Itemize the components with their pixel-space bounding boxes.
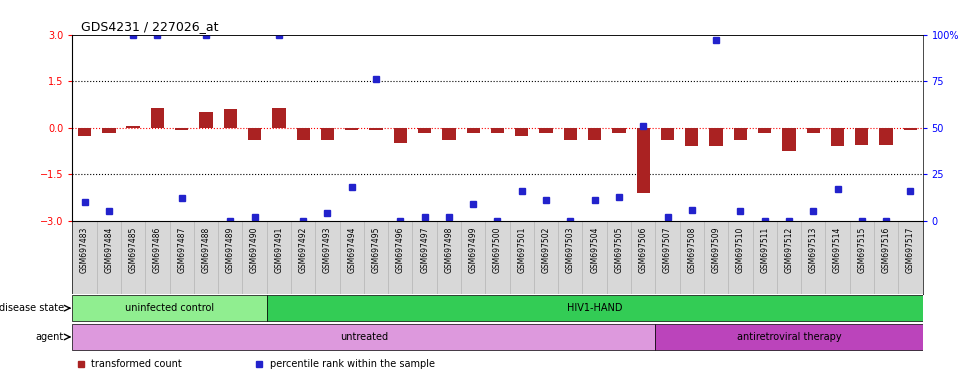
Text: GSM697490: GSM697490	[250, 227, 259, 273]
Bar	[394, 128, 407, 143]
Text: GSM697500: GSM697500	[493, 227, 502, 273]
Bar	[734, 128, 747, 140]
Text: GSM697512: GSM697512	[784, 227, 793, 273]
Text: GSM697487: GSM697487	[177, 227, 186, 273]
Text: GSM697493: GSM697493	[323, 227, 332, 273]
Text: GSM697503: GSM697503	[566, 227, 575, 273]
Text: GSM697509: GSM697509	[712, 227, 721, 273]
Text: GSM697514: GSM697514	[833, 227, 842, 273]
Bar	[297, 128, 310, 140]
Bar	[515, 128, 528, 136]
Text: GSM697504: GSM697504	[590, 227, 599, 273]
Bar	[879, 128, 893, 145]
Text: GSM697507: GSM697507	[663, 227, 672, 273]
Text: GSM697502: GSM697502	[542, 227, 551, 273]
Bar	[807, 128, 820, 133]
Bar	[272, 108, 286, 128]
Text: GSM697515: GSM697515	[857, 227, 867, 273]
Bar	[345, 128, 358, 130]
Bar	[72, 324, 655, 350]
Bar	[758, 128, 771, 133]
Text: GSM697497: GSM697497	[420, 227, 429, 273]
Text: GSM697483: GSM697483	[80, 227, 89, 273]
Text: GSM697510: GSM697510	[736, 227, 745, 273]
Bar	[855, 128, 868, 145]
Text: uninfected control: uninfected control	[125, 303, 214, 313]
Bar	[539, 128, 553, 133]
Text: GSM697484: GSM697484	[104, 227, 113, 273]
Text: antiretroviral therapy: antiretroviral therapy	[737, 332, 841, 342]
Text: GSM697501: GSM697501	[517, 227, 526, 273]
Bar	[102, 128, 116, 133]
Text: GSM697517: GSM697517	[906, 227, 915, 273]
Bar	[564, 128, 577, 140]
Text: percentile rank within the sample: percentile rank within the sample	[270, 359, 435, 369]
Bar	[224, 109, 237, 128]
Bar	[248, 128, 261, 140]
Text: agent: agent	[36, 332, 64, 342]
Bar	[588, 128, 601, 140]
Bar	[199, 112, 213, 128]
Bar	[655, 324, 923, 350]
Text: GSM697508: GSM697508	[687, 227, 696, 273]
Bar	[78, 128, 91, 136]
Text: GSM697491: GSM697491	[274, 227, 283, 273]
Text: GSM697499: GSM697499	[469, 227, 478, 273]
Text: GDS4231 / 227026_at: GDS4231 / 227026_at	[81, 20, 218, 33]
Text: GSM697496: GSM697496	[396, 227, 405, 273]
Text: GSM697489: GSM697489	[226, 227, 235, 273]
Text: GSM697492: GSM697492	[298, 227, 308, 273]
Text: GSM697513: GSM697513	[809, 227, 818, 273]
Bar	[709, 128, 723, 146]
Bar	[418, 128, 431, 133]
Text: GSM697488: GSM697488	[202, 227, 211, 273]
Bar	[369, 128, 383, 130]
Text: GSM697494: GSM697494	[347, 227, 356, 273]
Bar	[904, 128, 917, 130]
Text: GSM697516: GSM697516	[882, 227, 891, 273]
Text: disease state: disease state	[0, 303, 64, 313]
Bar	[782, 128, 796, 151]
Bar	[267, 295, 923, 321]
Bar	[127, 126, 140, 128]
Bar	[321, 128, 334, 140]
Text: GSM697511: GSM697511	[760, 227, 769, 273]
Bar	[831, 128, 844, 146]
Bar	[151, 108, 164, 128]
Bar	[612, 128, 626, 133]
Bar	[175, 128, 188, 130]
Text: GSM697486: GSM697486	[153, 227, 162, 273]
Text: transformed count: transformed count	[91, 359, 182, 369]
Text: GSM697495: GSM697495	[372, 227, 381, 273]
Text: GSM697485: GSM697485	[128, 227, 138, 273]
Text: GSM697506: GSM697506	[639, 227, 648, 273]
Text: HIV1-HAND: HIV1-HAND	[567, 303, 622, 313]
Text: GSM697498: GSM697498	[444, 227, 453, 273]
Bar	[467, 128, 480, 133]
Bar	[491, 128, 504, 133]
Bar	[72, 295, 267, 321]
Bar	[442, 128, 456, 140]
Bar	[661, 128, 674, 140]
Bar	[637, 128, 650, 193]
Text: GSM697505: GSM697505	[614, 227, 623, 273]
Text: untreated: untreated	[340, 332, 388, 342]
Bar	[685, 128, 698, 146]
